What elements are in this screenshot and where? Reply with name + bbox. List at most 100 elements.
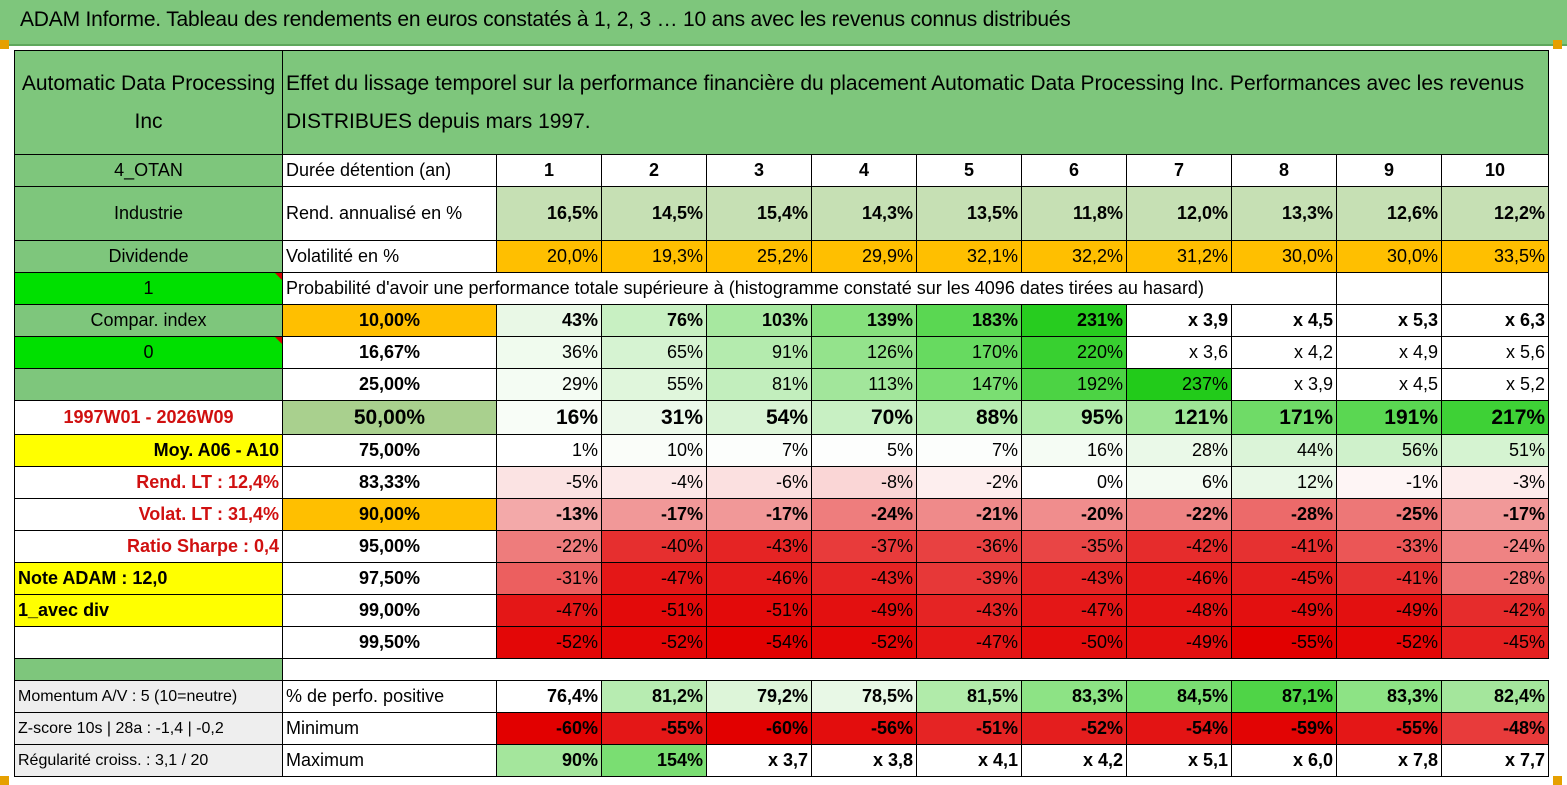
probability-value: 29% (496, 368, 602, 401)
probability-value: 113% (811, 368, 917, 401)
report-title: ADAM Informe. Tableau des rendements en … (20, 8, 1071, 31)
max-value: x 5,1 (1126, 744, 1232, 777)
code-cell: 4_OTAN (14, 154, 283, 187)
probability-value: 5% (811, 434, 917, 467)
probability-value: -48% (1126, 594, 1232, 627)
volatility-value: 25,2% (706, 240, 812, 273)
year-header: 8 (1231, 154, 1337, 187)
probability-value: 16% (1021, 434, 1127, 467)
holding-duration-row: 4_OTAN Durée détention (an) 1 2 3 4 5 6 7 8 9 10 (14, 154, 1550, 187)
return-value: 13,5% (916, 186, 1022, 241)
probability-value: -33% (1336, 530, 1442, 563)
probability-row: Moy. A06 - A10 75,00% 1% 10% 7% 5% 7% 16% 28% 44%… (14, 434, 1550, 467)
probability-value: x 4,5 (1336, 368, 1442, 401)
probability-value: 43% (496, 304, 602, 337)
volatility-value: 32,2% (1021, 240, 1127, 273)
param-cell-1: 1 (14, 272, 283, 305)
probability-value: -52% (496, 626, 602, 659)
probability-value: 28% (1126, 434, 1232, 467)
resize-handle-top-left[interactable] (0, 40, 9, 49)
probability-value: 91% (706, 336, 812, 369)
min-value: -60% (496, 712, 602, 745)
probability-value: -50% (1021, 626, 1127, 659)
probability-value: -17% (1440, 498, 1550, 531)
probability-threshold: 95,00% (282, 530, 497, 563)
probability-value: -47% (1021, 594, 1127, 627)
volatility-value: 33,5% (1440, 240, 1550, 273)
min-value: -55% (1336, 712, 1442, 745)
probability-value: -47% (496, 594, 602, 627)
resize-handle-bottom-left[interactable] (0, 776, 9, 785)
probability-threshold: 99,50% (282, 626, 497, 659)
max-value: x 3,8 (811, 744, 917, 777)
return-value: 12,2% (1440, 186, 1550, 241)
probability-value: -47% (601, 562, 707, 595)
probability-value: 7% (706, 434, 812, 467)
probability-value: -43% (811, 562, 917, 595)
zscore-cell: Z-score 10s | 28a : -1,4 | -0,2 (14, 712, 283, 745)
probability-value: -47% (916, 626, 1022, 659)
probability-value: 31% (601, 400, 707, 435)
probability-value: 231% (1021, 304, 1127, 337)
resize-handle-bottom-right[interactable] (1553, 776, 1562, 785)
spacer-row (14, 658, 1549, 681)
resize-handle-top-right[interactable] (1553, 40, 1562, 49)
probability-value: -43% (1021, 562, 1127, 595)
annualized-return-row: Industrie Rend. annualisé en % 16,5% 14,5% 1… (14, 186, 1550, 241)
probability-value: 65% (601, 336, 707, 369)
regularite-cell: Régularité croiss. : 3,1 / 20 (14, 744, 283, 777)
probability-value: -8% (811, 466, 917, 499)
probability-value: -41% (1231, 530, 1337, 563)
volat-lt-cell: Volat. LT : 31,4% (14, 498, 283, 531)
probability-value: 16% (496, 400, 602, 435)
max-value: 90% (496, 744, 602, 777)
pos-value: 87,1% (1231, 680, 1337, 713)
period-cell: 1997W01 - 2026W09 (14, 400, 283, 435)
probability-value: -24% (811, 498, 917, 531)
probability-value: -2% (916, 466, 1022, 499)
return-value: 14,3% (811, 186, 917, 241)
probability-value: 170% (916, 336, 1022, 369)
probability-value: -51% (601, 594, 707, 627)
year-header: 5 (916, 154, 1022, 187)
probability-row: 1997W01 - 2026W09 50,00% 16% 31% 54% 70% 88% 95… (14, 400, 1550, 435)
probability-value: -43% (706, 530, 812, 563)
probability-value: -37% (811, 530, 917, 563)
probability-value: -55% (1231, 626, 1337, 659)
probability-value: 126% (811, 336, 917, 369)
sector-cell: Industrie (14, 186, 283, 241)
rend-lt-cell: Rend. LT : 12,4% (14, 466, 283, 499)
probability-value: -39% (916, 562, 1022, 595)
probability-value: 10% (601, 434, 707, 467)
probability-value: -52% (811, 626, 917, 659)
probability-value: 70% (811, 400, 917, 435)
min-value: -55% (601, 712, 707, 745)
probability-threshold: 97,50% (282, 562, 497, 595)
probability-value: 7% (916, 434, 1022, 467)
probability-threshold: 25,00% (282, 368, 497, 401)
max-value: x 4,1 (916, 744, 1022, 777)
probability-value: x 4,9 (1336, 336, 1442, 369)
volatility-value: 31,2% (1126, 240, 1232, 273)
sharpe-cell: Ratio Sharpe : 0,4 (14, 530, 283, 563)
probability-value: -28% (1440, 562, 1550, 595)
probability-value: -49% (811, 594, 917, 627)
probability-value: x 5,3 (1336, 304, 1442, 337)
pos-value: 78,5% (811, 680, 917, 713)
probability-threshold: 10,00% (282, 304, 497, 337)
probability-value: 103% (706, 304, 812, 337)
min-value: -51% (916, 712, 1022, 745)
probability-value: -46% (706, 562, 812, 595)
volatility-value: 30,0% (1336, 240, 1442, 273)
min-label: Minimum (282, 712, 497, 745)
probability-value: 56% (1336, 434, 1442, 467)
year-header: 10 (1440, 154, 1550, 187)
probability-value: 12% (1231, 466, 1337, 499)
probability-value: 55% (601, 368, 707, 401)
param-cell-0: 0 (14, 336, 283, 369)
volatility-label: Volatilité en % (282, 240, 497, 273)
probability-value: -5% (496, 466, 602, 499)
returns-table: Automatic Data Processing Inc Effet du l… (14, 50, 1550, 777)
compar-index-cell: Compar. index (14, 304, 283, 337)
max-value: x 7,8 (1336, 744, 1442, 777)
